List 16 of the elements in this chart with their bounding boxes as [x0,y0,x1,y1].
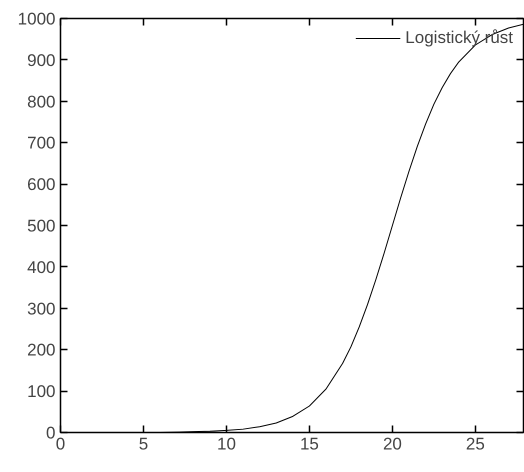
y-tick-label: 400 [27,258,56,277]
y-tick-label: 800 [27,92,56,112]
y-tick-label: 300 [27,299,56,318]
x-tick-label: 20 [382,434,402,454]
y-tick-label: 200 [27,340,56,360]
x-tick-label: 10 [216,434,236,454]
y-tick-label: 700 [27,134,56,153]
x-tick-label: 15 [300,434,319,454]
x-tick-label: 5 [138,434,148,454]
y-tick-label: 100 [27,382,56,402]
x-tick-label: 25 [466,434,485,454]
y-tick-label: 500 [27,216,56,236]
y-tick-label: 1000 [18,10,56,28]
legend-label: Logistický růst [405,28,513,48]
y-tick-label: 900 [27,50,56,70]
y-tick-label: 600 [27,175,56,194]
